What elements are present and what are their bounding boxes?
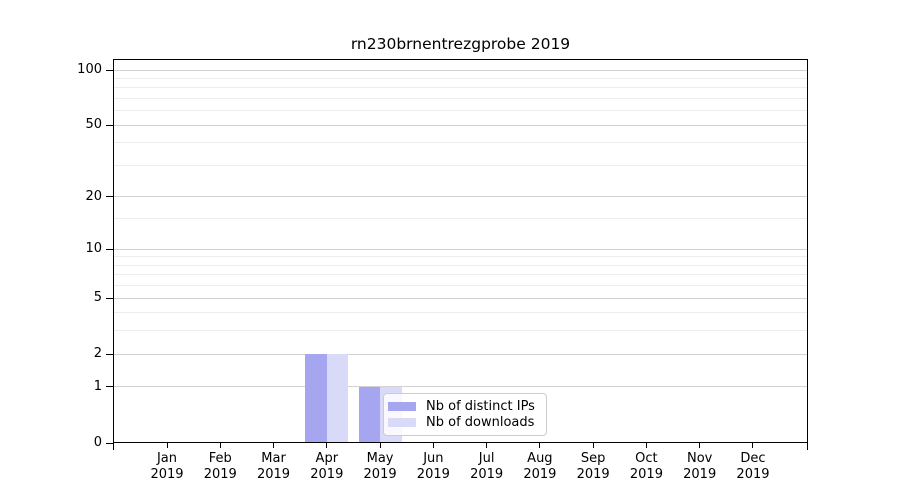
gridline-minor xyxy=(113,87,808,89)
x-axis-tick xyxy=(273,443,275,448)
y-axis-tick xyxy=(106,386,113,388)
x-axis-tick xyxy=(219,443,221,448)
x-axis-label: Feb 2019 xyxy=(203,451,237,482)
legend-label-distinct-ips: Nb of distinct IPs xyxy=(426,399,535,414)
gridline-minor xyxy=(113,164,808,166)
gridline-minor xyxy=(113,77,808,79)
x-axis-tick xyxy=(645,443,647,448)
gridline-major xyxy=(113,386,808,388)
y-axis-label: 50 xyxy=(85,117,102,133)
gridline-major xyxy=(113,196,808,198)
y-axis-label: 5 xyxy=(93,290,102,306)
y-axis-tick xyxy=(106,248,113,250)
gridline-minor xyxy=(113,218,808,220)
x-axis-tick xyxy=(486,443,488,448)
x-axis-tick xyxy=(752,443,754,448)
legend-swatch-downloads xyxy=(388,418,416,427)
x-axis-label: Apr 2019 xyxy=(310,451,344,482)
x-axis-label: Aug 2019 xyxy=(523,451,557,482)
y-axis-label: 100 xyxy=(77,62,102,77)
y-axis-tick xyxy=(106,196,113,198)
plot-area xyxy=(113,59,808,443)
gridline-minor xyxy=(113,285,808,287)
x-axis-label: Oct 2019 xyxy=(629,451,663,482)
y-axis-label: 1 xyxy=(93,378,102,394)
x-axis-label: May 2019 xyxy=(363,451,397,482)
legend-label-downloads: Nb of downloads xyxy=(426,415,535,430)
bar-distinct-ips-may xyxy=(358,386,381,443)
legend-item-distinct-ips: Nb of distinct IPs xyxy=(388,399,540,414)
legend-item-downloads: Nb of downloads xyxy=(388,415,540,430)
y-axis-label: 0 xyxy=(93,435,102,450)
gridline-major xyxy=(113,248,808,250)
x-axis-label: Dec 2019 xyxy=(736,451,770,482)
y-axis-label: 10 xyxy=(85,241,102,257)
legend-swatch-distinct-ips xyxy=(388,402,416,411)
x-axis-tick xyxy=(432,443,434,448)
gridline-minor xyxy=(113,312,808,314)
gridline-major xyxy=(113,297,808,299)
bar-downloads-apr xyxy=(326,354,349,443)
gridline-minor xyxy=(113,142,808,144)
legend: Nb of distinct IPs Nb of downloads xyxy=(383,393,547,436)
y-axis-tick xyxy=(106,69,113,71)
y-axis-tick xyxy=(106,353,113,355)
gridline-major xyxy=(113,124,808,126)
x-axis-tick xyxy=(166,443,168,448)
gridline-minor xyxy=(113,97,808,99)
gridline-minor xyxy=(113,330,808,332)
gridline-minor xyxy=(113,110,808,112)
x-axis-edge-tick-left xyxy=(113,443,114,450)
x-axis-label: Sep 2019 xyxy=(576,451,610,482)
y-axis-label: 20 xyxy=(85,188,102,204)
x-axis-label: Jul 2019 xyxy=(470,451,504,482)
y-axis-tick xyxy=(106,124,113,126)
y-axis-tick xyxy=(106,297,113,299)
x-axis-edge-tick-right xyxy=(807,443,808,450)
y-axis-label: 2 xyxy=(93,346,102,362)
x-axis-tick xyxy=(379,443,381,448)
gridline-major xyxy=(113,69,808,71)
x-axis-tick xyxy=(326,443,328,448)
gridline-minor xyxy=(113,274,808,276)
y-axis-tick xyxy=(106,442,113,444)
bar-distinct-ips-apr xyxy=(305,354,327,443)
x-axis-tick xyxy=(592,443,594,448)
x-axis-label: Nov 2019 xyxy=(683,451,717,482)
x-axis-label: Jan 2019 xyxy=(150,451,184,482)
x-axis-tick xyxy=(539,443,541,448)
gridline-major xyxy=(113,353,808,355)
gridline-minor xyxy=(113,264,808,266)
x-axis-label: Jun 2019 xyxy=(416,451,450,482)
x-axis-tick xyxy=(699,443,701,448)
x-axis-label: Mar 2019 xyxy=(256,451,291,482)
gridline-minor xyxy=(113,256,808,258)
chart-title: rn230brnentrezgprobe 2019 xyxy=(350,35,571,53)
